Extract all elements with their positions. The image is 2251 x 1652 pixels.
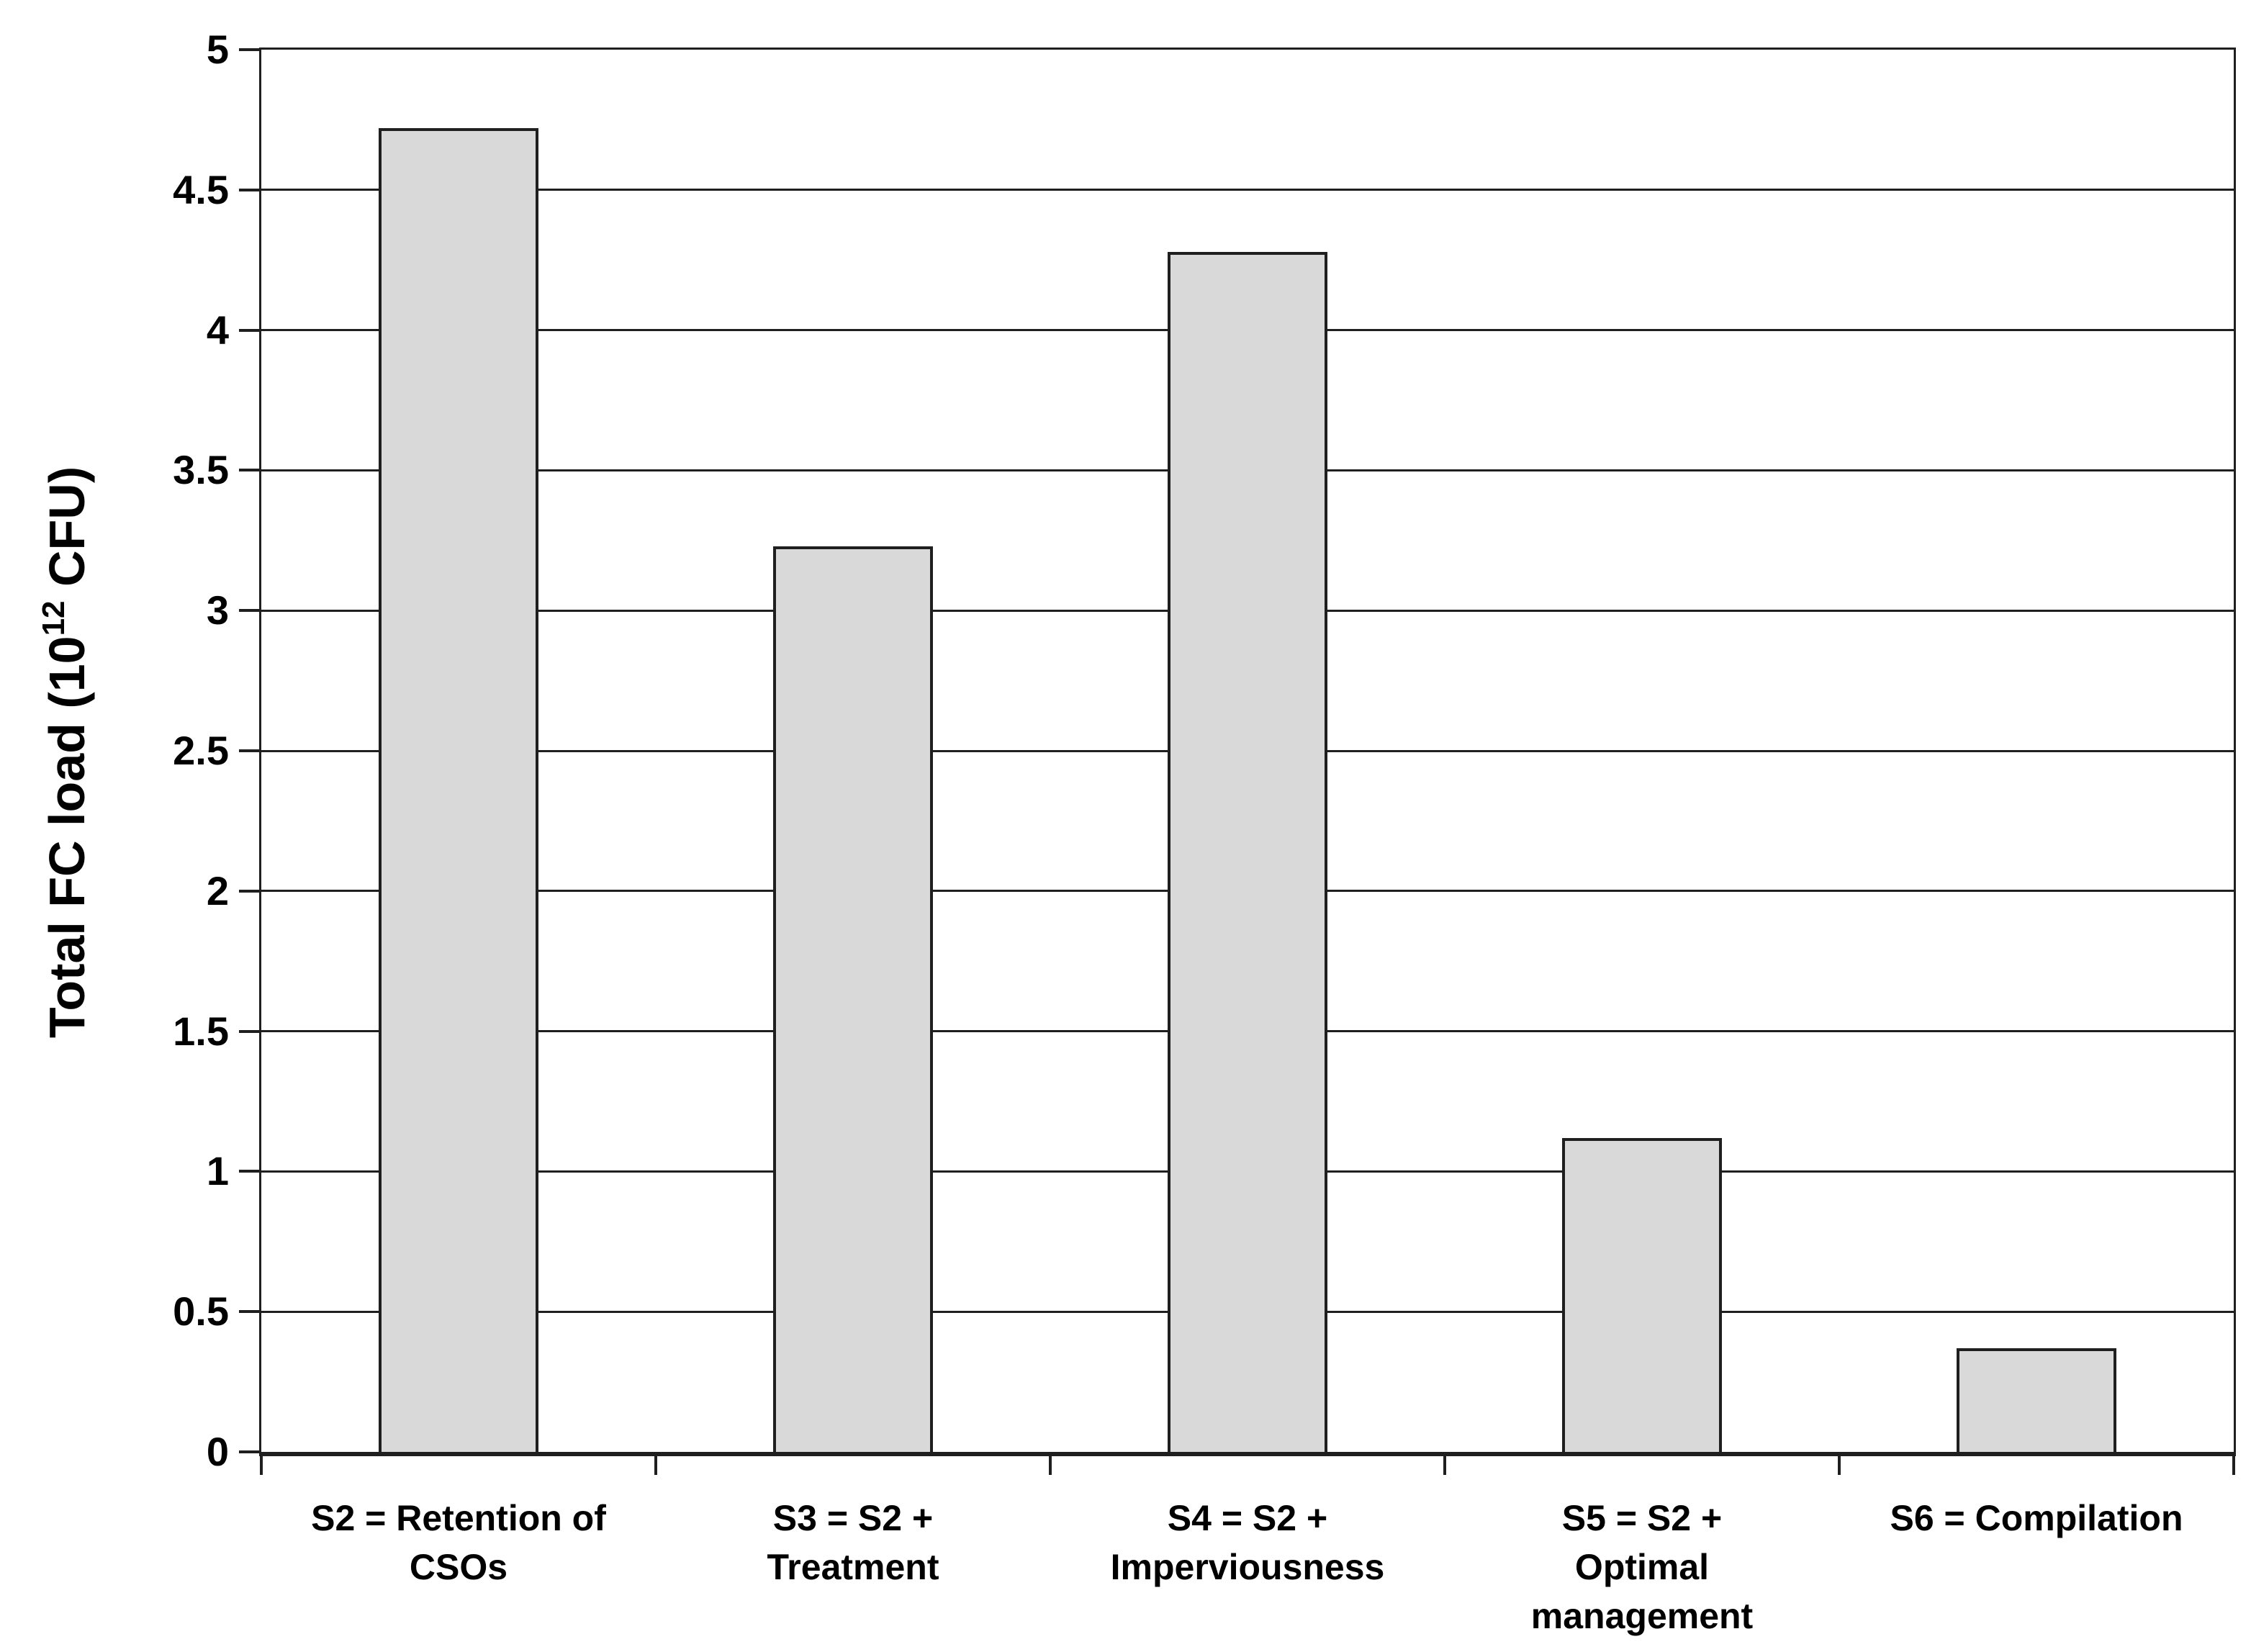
y-tick-mark	[239, 889, 259, 893]
y-tick-mark	[239, 48, 259, 51]
y-tick-label: 4.5	[173, 166, 229, 212]
y-tick-label: 3	[206, 587, 229, 633]
y-tick-label: 5	[206, 27, 229, 72]
gridline	[261, 189, 2234, 191]
y-tick-mark	[239, 1450, 259, 1453]
y-tick-mark	[239, 1170, 259, 1173]
y-tick-mark	[239, 469, 259, 472]
x-category-label: S6 = Compilation	[1890, 1498, 2183, 1538]
bar	[1562, 1138, 1722, 1452]
x-tick-mark	[1443, 1456, 1446, 1475]
x-tick-mark	[654, 1456, 657, 1475]
y-tick-label: 1	[206, 1148, 229, 1194]
bar	[379, 128, 538, 1452]
bar	[773, 546, 933, 1452]
x-category-label: S2 = Retention of CSOs	[311, 1498, 606, 1587]
y-tick-label: 2.5	[173, 728, 229, 773]
y-tick-mark	[239, 609, 259, 613]
y-tick-mark	[239, 1310, 259, 1314]
y-tick-mark	[239, 1029, 259, 1033]
y-axis-title-superscript: 12	[36, 600, 71, 636]
y-tick-mark	[239, 749, 259, 752]
x-tick-mark	[260, 1456, 263, 1475]
y-tick-label: 1.5	[173, 1008, 229, 1054]
plot-area: 0 0.5 1 1.5 2 2.5 3 3.5 4 4.5 5 S2 = Retention of C…	[173, 30, 2236, 1636]
bar	[1168, 252, 1327, 1452]
x-tick-mark	[2232, 1456, 2235, 1475]
y-tick-mark	[239, 328, 259, 332]
x-category-label: S4 = S2 + Imperviousness	[1110, 1498, 1385, 1587]
x-tick-mark	[1049, 1456, 1052, 1475]
x-category-label: S5 = S2 + Optimal management	[1530, 1498, 1754, 1636]
y-tick-label: 0.5	[173, 1288, 229, 1335]
y-axis-title-prefix: Total FC load (10	[39, 636, 95, 1039]
y-tick-label: 4	[206, 307, 229, 353]
x-tick-mark	[1838, 1456, 1841, 1475]
x-category-label: S3 = S2 + Treatment	[767, 1498, 939, 1587]
y-tick-mark	[239, 188, 259, 191]
bar	[1957, 1348, 2116, 1452]
y-tick-label: 2	[206, 867, 229, 913]
y-tick-label: 3.5	[173, 447, 229, 493]
y-tick-label: 0	[206, 1429, 229, 1474]
